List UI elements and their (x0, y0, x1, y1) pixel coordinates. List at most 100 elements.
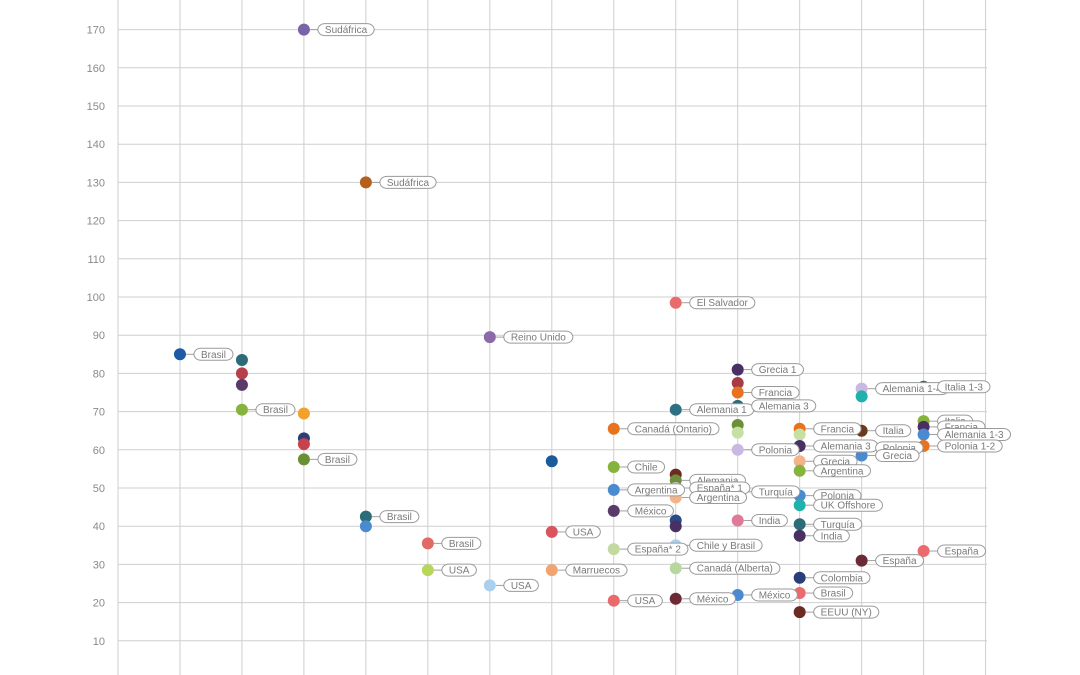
y-tick-label: 70 (93, 407, 105, 419)
point-label-box (255, 403, 296, 417)
y-tick-label: 140 (87, 139, 105, 151)
point-label: Brasil (441, 536, 482, 550)
point-label: Argentina (627, 483, 686, 497)
point-label-box (627, 483, 686, 497)
point-label-box (379, 510, 420, 524)
point-label: Alemania 1-3 (937, 428, 1012, 442)
data-point (297, 23, 310, 36)
data-point (793, 428, 806, 441)
data-point (235, 403, 248, 416)
point-label-box (937, 439, 1003, 453)
point-label-text: Brasil (201, 350, 226, 361)
point-label-box (689, 296, 756, 310)
point-label: Colombia (813, 571, 871, 585)
point-label: Polonia (751, 443, 800, 457)
y-tick-label: 160 (87, 63, 105, 75)
point-label: Polonia 1-2 (937, 439, 1003, 453)
point-label: UK Offshore (813, 498, 884, 512)
point-label-text: Brasil (325, 455, 350, 466)
point-label-text: España (945, 547, 979, 558)
point-label: Alemania 3 (813, 439, 879, 453)
point-label-box (565, 563, 628, 577)
point-label-text: Turquía (759, 487, 794, 498)
y-tick-label: 170 (87, 25, 105, 37)
point-label-text: Brasil (263, 405, 288, 416)
point-labels: Brasil Brasil Sudáfrica Brasil Sudáfrica Bras… (193, 23, 1012, 619)
point-label: Turquía (813, 517, 863, 531)
point-label-box (627, 422, 720, 436)
point-label-text: España* 2 (635, 545, 682, 556)
point-label-box (627, 542, 689, 556)
data-point (917, 545, 930, 558)
point-label-box (503, 330, 574, 344)
y-tick-label: 10 (93, 636, 105, 648)
point-label: Grecia 1 (751, 363, 804, 377)
point-label-box (751, 386, 800, 399)
y-tick-label: 80 (93, 368, 105, 380)
point-label-text: Alemania 1-4 (883, 384, 942, 395)
point-label-text: Canadá (Alberta) (697, 564, 773, 575)
point-label-box (813, 422, 862, 436)
data-point (359, 176, 372, 189)
y-tick-label: 90 (93, 330, 105, 342)
point-label-box (813, 605, 880, 619)
point-label: Sudáfrica (317, 23, 375, 37)
data-point (793, 529, 806, 542)
point-label: Chile y Brasil (689, 538, 763, 552)
point-label-text: USA (573, 527, 594, 538)
point-label-text: Polonia (759, 445, 793, 456)
point-label-box (875, 554, 925, 568)
point-label-text: EEUU (NY) (821, 608, 872, 619)
data-point (793, 455, 806, 468)
point-label-box (813, 571, 871, 585)
point-label: Canadá (Alberta) (689, 561, 781, 575)
point-label-box (689, 592, 736, 606)
y-tick-label: 130 (87, 177, 105, 189)
point-label: España (937, 544, 987, 558)
point-label: Argentina (689, 491, 748, 505)
point-label: Canadá (Ontario) (627, 422, 720, 436)
label-leaders (185, 29, 938, 613)
point-label: USA (441, 563, 477, 577)
point-label-text: USA (635, 596, 656, 607)
point-label-text: UK Offshore (821, 501, 876, 512)
data-point (483, 331, 496, 344)
point-label-box (689, 561, 781, 575)
data-point (731, 386, 744, 399)
point-label-text: Italia 1-3 (945, 382, 984, 393)
point-label-text: Colombia (821, 573, 864, 584)
point-label-box (813, 464, 871, 478)
point-label-box (565, 525, 601, 539)
point-label: India (751, 513, 788, 527)
point-label: El Salvador (689, 296, 756, 310)
point-label-box (627, 460, 666, 474)
point-label-text: Francia (945, 422, 979, 433)
data-point (607, 460, 620, 473)
point-label-box (875, 424, 912, 438)
point-label-box (937, 380, 991, 394)
point-label-box (751, 513, 788, 527)
point-label: España (875, 554, 925, 568)
point-label-text: Argentina (821, 466, 864, 477)
point-label-text: Polonia (883, 443, 917, 454)
point-label: Brasil (379, 510, 420, 524)
y-tick-label: 40 (93, 521, 105, 533)
data-point (545, 564, 558, 577)
point-label: Italia (875, 424, 912, 438)
data-point (669, 592, 682, 605)
point-label: Francia (751, 386, 800, 399)
data-point (731, 426, 744, 439)
point-label-text: España* 1 (697, 484, 744, 495)
point-label-text: Grecia 1 (759, 365, 797, 376)
point-label-text: Francia (821, 424, 855, 435)
point-label-text: Grecia (821, 457, 851, 468)
data-point (607, 594, 620, 607)
point-label-text: Polonia (821, 491, 855, 502)
point-label-box (627, 594, 663, 608)
point-label: Alemania 1 (689, 403, 755, 417)
data-point (731, 443, 744, 456)
data-point (235, 378, 248, 391)
point-label: Brasil (317, 452, 358, 466)
point-label-box (875, 449, 920, 463)
